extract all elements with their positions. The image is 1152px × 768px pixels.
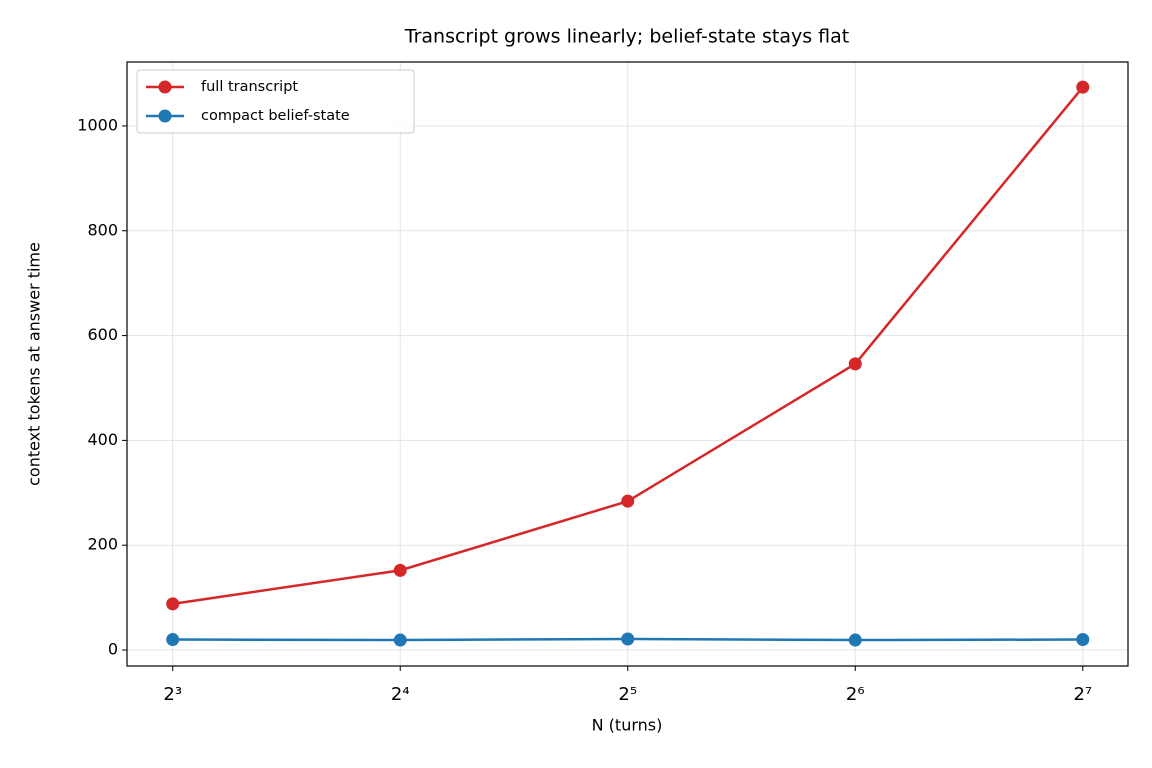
- y-tick-label: 200: [87, 535, 118, 554]
- y-tick-label: 1000: [77, 115, 118, 134]
- x-tick-label: 2³: [163, 684, 182, 705]
- x-tick-label: 2⁶: [846, 684, 865, 705]
- y-tick-label: 0: [108, 640, 118, 659]
- x-tick-label: 2⁴: [391, 684, 410, 705]
- data-point: [166, 597, 180, 611]
- x-tick-label: 2⁷: [1073, 684, 1092, 705]
- data-point: [848, 633, 862, 647]
- y-tick-label: 600: [87, 325, 118, 344]
- legend-marker: [158, 109, 172, 123]
- y-axis-label: context tokens at answer time: [25, 242, 44, 486]
- data-point: [621, 632, 635, 646]
- data-point: [393, 633, 407, 647]
- data-point: [393, 563, 407, 577]
- plot-area: [166, 80, 1090, 647]
- x-tick-label: 2⁵: [618, 684, 637, 705]
- data-point: [1076, 80, 1090, 94]
- legend-marker: [158, 80, 172, 94]
- legend-label: full transcript: [201, 79, 298, 95]
- data-point: [848, 357, 862, 371]
- legend: full transcript compact belief-state: [136, 69, 415, 134]
- legend-label: compact belief-state: [201, 108, 350, 124]
- data-point: [166, 633, 180, 647]
- data-point: [1076, 633, 1090, 647]
- x-axis-label: N (turns): [592, 716, 663, 735]
- legend-box: [136, 69, 415, 134]
- y-tick-label: 800: [87, 220, 118, 239]
- data-point: [621, 494, 635, 508]
- y-tick-label: 400: [87, 430, 118, 449]
- chart-title: Transcript grows linearly; belief-state …: [404, 26, 849, 48]
